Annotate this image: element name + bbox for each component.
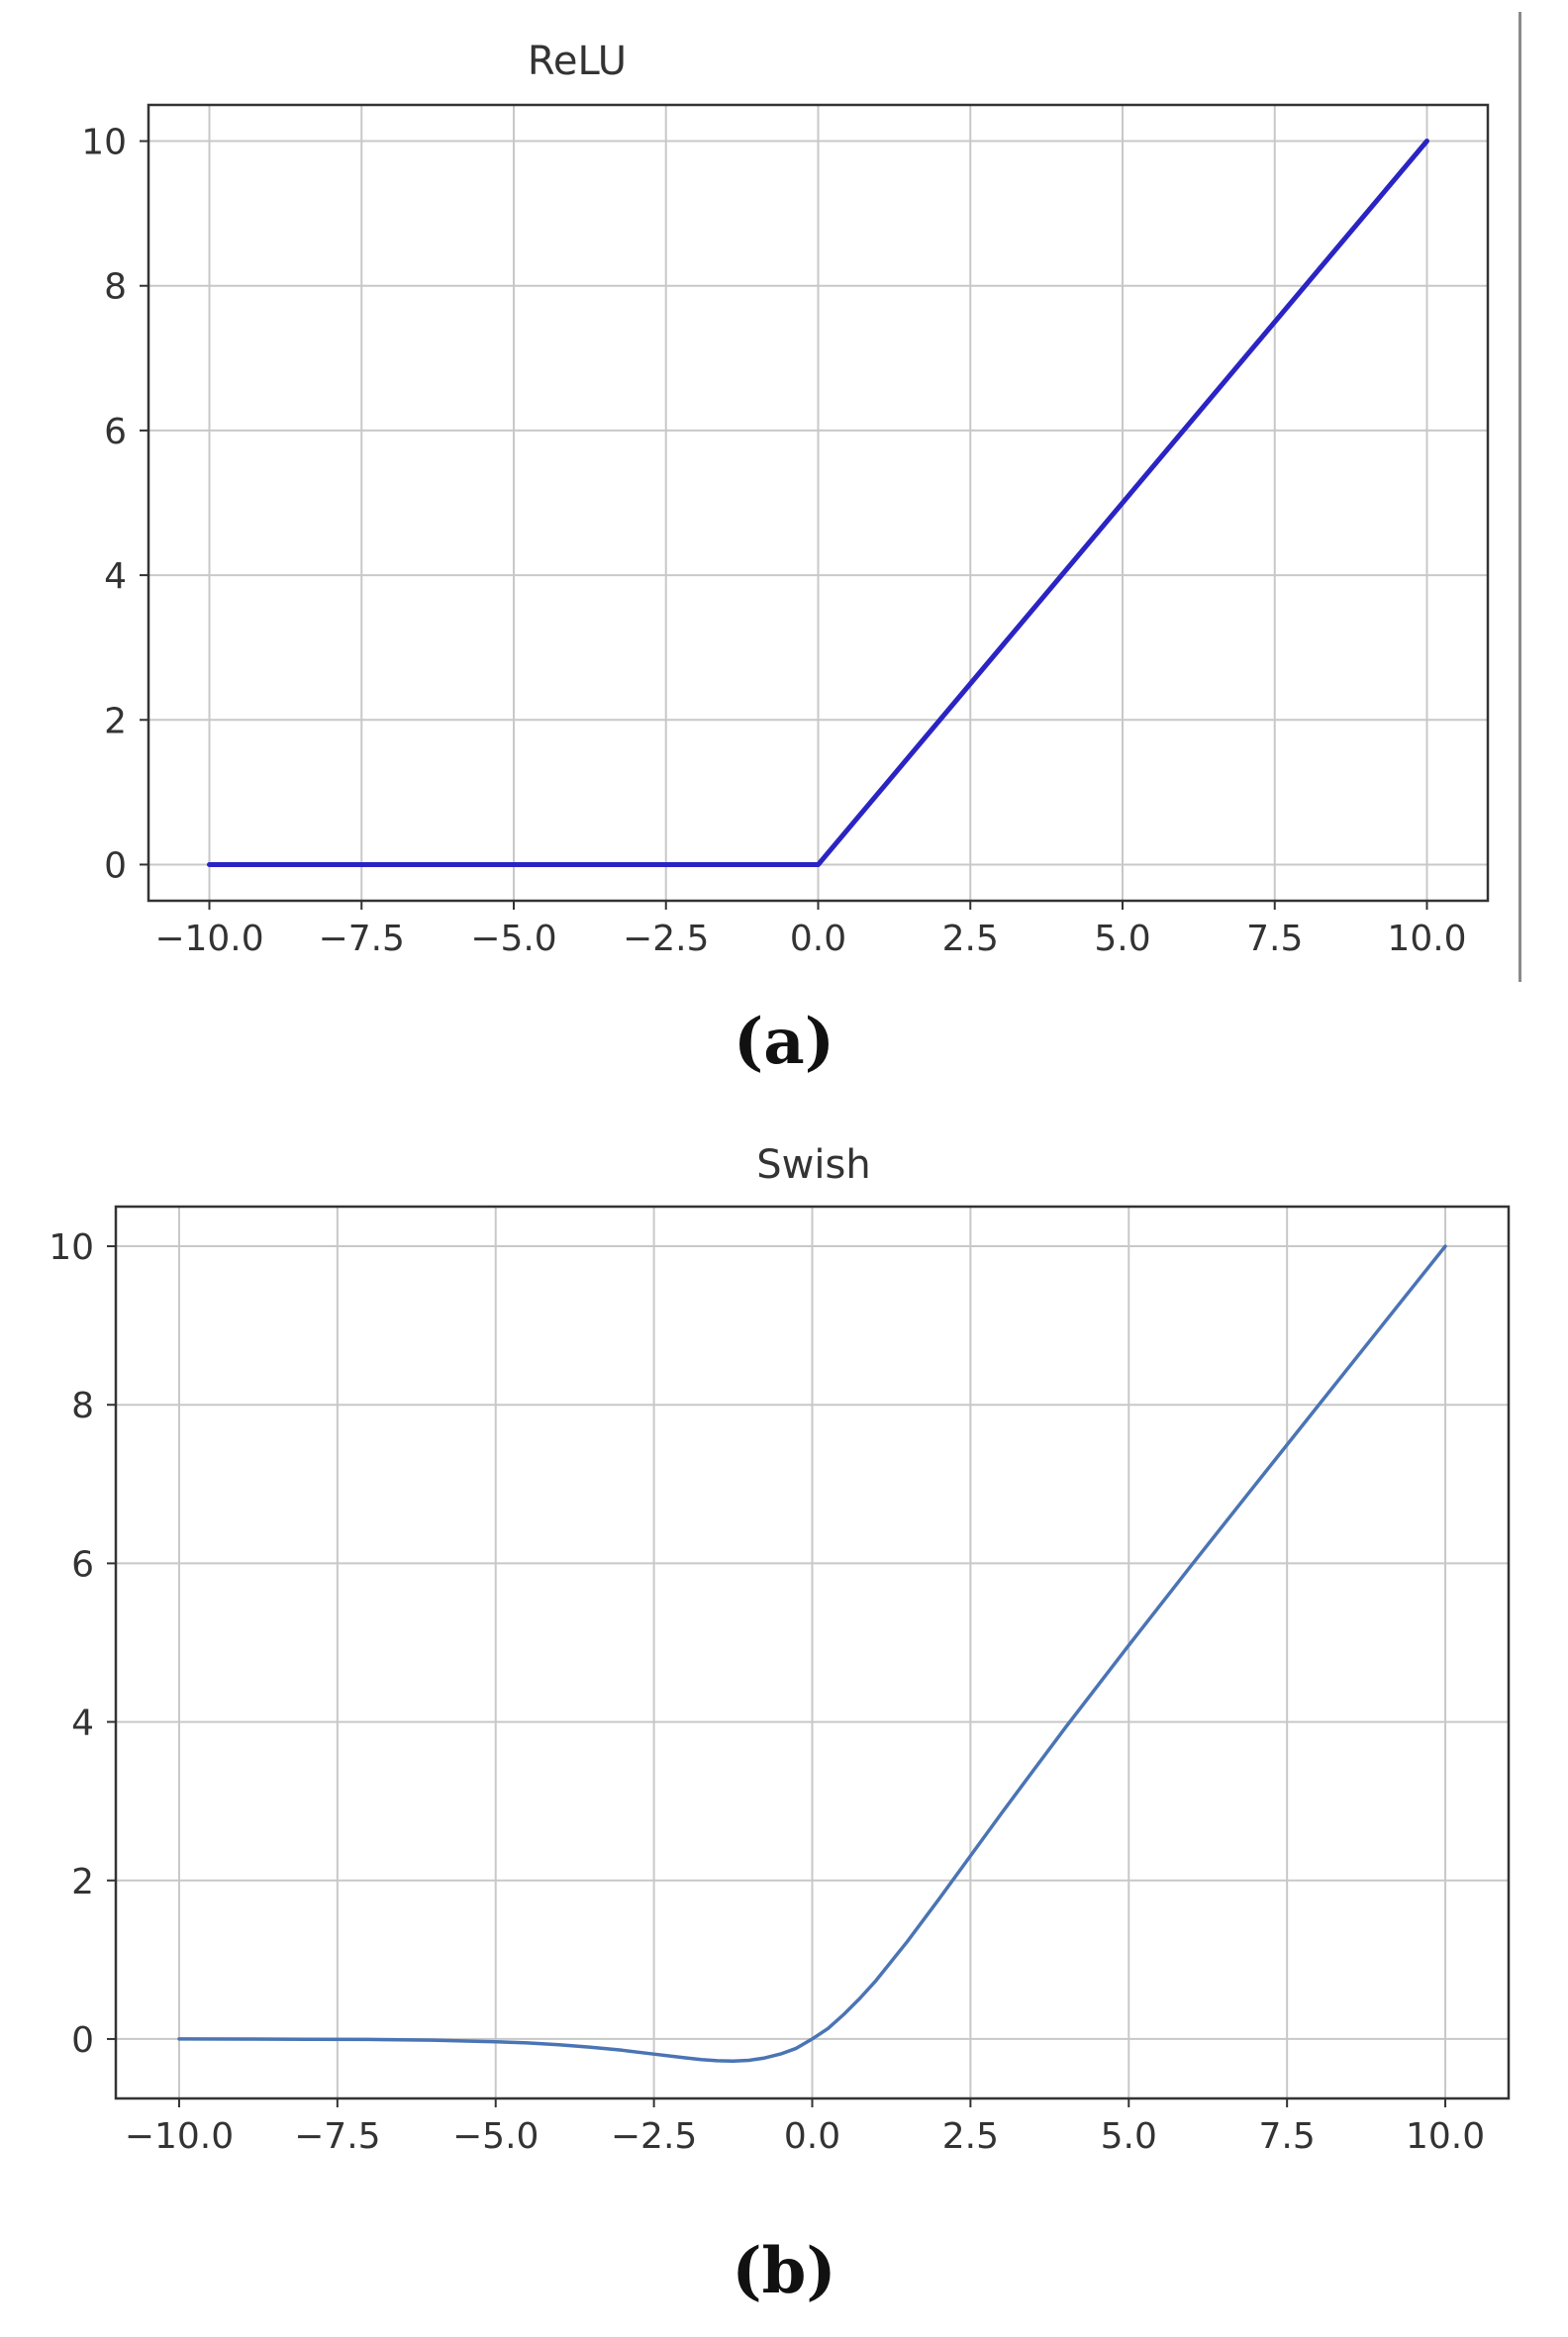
relu-y-tick-label: 10 [81, 123, 127, 163]
swish-y-tick-label: 2 [71, 1862, 94, 1902]
swish-x-tick-label: 10.0 [1406, 2116, 1485, 2157]
relu-x-tick-label: −7.5 [319, 919, 405, 959]
relu-panel: ReLU −10.0 −7.5 −5.0 −2.5 0.0 2.5 5.0 7.5 10.0 0… [81, 39, 1490, 1079]
relu-x-tick-label: −10.0 [154, 919, 263, 959]
swish-y-tick-label: 0 [71, 2020, 94, 2061]
relu-y-tick-label: 2 [104, 701, 127, 741]
swish-line-series [177, 1244, 1447, 2064]
swish-x-tick-label: −10.0 [125, 2116, 234, 2157]
relu-x-tick-label: 10.0 [1387, 919, 1466, 959]
relu-y-tick-label: 6 [104, 412, 127, 452]
relu-y-tick-label: 8 [104, 267, 127, 308]
relu-x-tick-label: 5.0 [1094, 919, 1150, 959]
relu-x-tick-label: −2.5 [623, 919, 709, 959]
swish-x-tick-label: 2.5 [942, 2116, 999, 2157]
relu-line-series [207, 139, 1429, 867]
swish-panel: Swish −10.0 −7.5 −5.0 −2.5 0.0 2.5 5.0 7.5 10.0 … [49, 1142, 1511, 2308]
relu-x-tick-label: 2.5 [942, 919, 999, 959]
relu-y-axis: 0 2 4 6 8 10 [81, 123, 148, 886]
right-border-line [1519, 12, 1521, 982]
swish-y-tick-label: 10 [49, 1227, 94, 1268]
swish-curve [177, 1244, 1447, 2064]
swish-x-tick-label: −2.5 [611, 2116, 697, 2157]
relu-chart-title: ReLU [528, 39, 627, 84]
swish-gridlines [116, 1207, 1509, 2098]
swish-chart-title: Swish [756, 1142, 870, 1188]
swish-x-tick-label: −5.0 [452, 2116, 539, 2157]
relu-y-tick-label: 0 [104, 845, 127, 886]
swish-x-tick-label: 7.5 [1259, 2116, 1316, 2157]
relu-gridlines [148, 105, 1488, 901]
swish-y-axis: 0 2 4 6 8 10 [49, 1227, 116, 2061]
swish-y-tick-label: 4 [71, 1704, 94, 1744]
swish-caption: (b) [732, 2234, 835, 2308]
relu-x-tick-label: 0.0 [790, 919, 846, 959]
relu-x-axis: −10.0 −7.5 −5.0 −2.5 0.0 2.5 5.0 7.5 10.0 [154, 901, 1467, 959]
relu-caption: (a) [734, 1005, 834, 1079]
relu-y-tick-label: 4 [104, 556, 127, 597]
relu-x-tick-label: −5.0 [470, 919, 556, 959]
swish-x-tick-label: −7.5 [294, 2116, 380, 2157]
relu-curve [207, 139, 1429, 867]
relu-x-tick-label: 7.5 [1246, 919, 1303, 959]
swish-x-tick-label: 5.0 [1101, 2116, 1157, 2157]
swish-x-tick-label: 0.0 [784, 2116, 840, 2157]
swish-x-axis: −10.0 −7.5 −5.0 −2.5 0.0 2.5 5.0 7.5 10.0 [125, 2098, 1485, 2157]
swish-y-tick-label: 8 [71, 1386, 94, 1426]
swish-y-tick-label: 6 [71, 1544, 94, 1585]
